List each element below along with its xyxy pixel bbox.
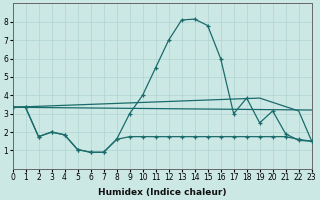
X-axis label: Humidex (Indice chaleur): Humidex (Indice chaleur) — [98, 188, 226, 197]
